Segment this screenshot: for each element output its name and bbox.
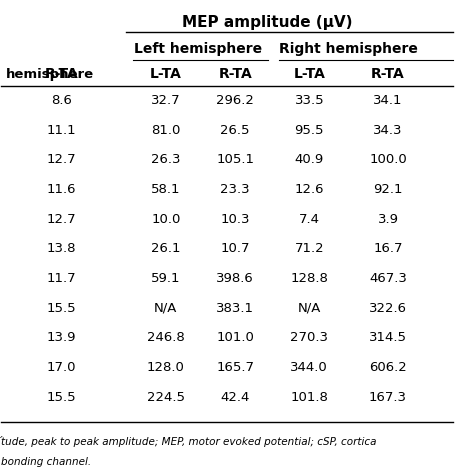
Text: R-TA: R-TA bbox=[371, 67, 405, 82]
Text: 3.9: 3.9 bbox=[378, 213, 399, 226]
Text: 26.5: 26.5 bbox=[220, 124, 250, 137]
Text: 128.0: 128.0 bbox=[147, 361, 185, 374]
Text: hemisphere: hemisphere bbox=[6, 68, 94, 81]
Text: 322.6: 322.6 bbox=[369, 301, 407, 315]
Text: Right hemisphere: Right hemisphere bbox=[279, 43, 418, 56]
Text: 40.9: 40.9 bbox=[295, 153, 324, 166]
Text: 398.6: 398.6 bbox=[216, 272, 254, 285]
Text: L-TA: L-TA bbox=[150, 67, 182, 82]
Text: 8.6: 8.6 bbox=[51, 94, 72, 107]
Text: 296.2: 296.2 bbox=[216, 94, 254, 107]
Text: 71.2: 71.2 bbox=[294, 242, 324, 255]
Text: 101.0: 101.0 bbox=[216, 331, 254, 344]
Text: 246.8: 246.8 bbox=[147, 331, 185, 344]
Text: N/A: N/A bbox=[154, 301, 177, 315]
Text: 16.7: 16.7 bbox=[374, 242, 403, 255]
Text: 165.7: 165.7 bbox=[216, 361, 254, 374]
Text: 314.5: 314.5 bbox=[369, 331, 407, 344]
Text: 13.8: 13.8 bbox=[47, 242, 76, 255]
Text: 34.3: 34.3 bbox=[374, 124, 403, 137]
Text: R-TA: R-TA bbox=[219, 67, 252, 82]
Text: 95.5: 95.5 bbox=[294, 124, 324, 137]
Text: ́tude, peak to peak amplitude; MEP, motor evoked potential; cSP, cortica: ́tude, peak to peak amplitude; MEP, moto… bbox=[1, 437, 377, 447]
Text: 167.3: 167.3 bbox=[369, 391, 407, 404]
Text: 467.3: 467.3 bbox=[369, 272, 407, 285]
Text: MEP amplitude (μV): MEP amplitude (μV) bbox=[182, 15, 353, 30]
Text: 81.0: 81.0 bbox=[151, 124, 181, 137]
Text: 15.5: 15.5 bbox=[47, 301, 76, 315]
Text: 344.0: 344.0 bbox=[291, 361, 328, 374]
Text: 59.1: 59.1 bbox=[151, 272, 181, 285]
Text: 270.3: 270.3 bbox=[291, 331, 328, 344]
Text: 17.0: 17.0 bbox=[47, 361, 76, 374]
Text: 33.5: 33.5 bbox=[294, 94, 324, 107]
Text: 11.1: 11.1 bbox=[47, 124, 76, 137]
Text: 128.8: 128.8 bbox=[291, 272, 328, 285]
Text: 13.9: 13.9 bbox=[47, 331, 76, 344]
Text: 100.0: 100.0 bbox=[369, 153, 407, 166]
Text: 10.7: 10.7 bbox=[220, 242, 250, 255]
Text: bonding channel.: bonding channel. bbox=[1, 457, 91, 467]
Text: 11.7: 11.7 bbox=[47, 272, 76, 285]
Text: 26.3: 26.3 bbox=[151, 153, 181, 166]
Text: 32.7: 32.7 bbox=[151, 94, 181, 107]
Text: 12.6: 12.6 bbox=[294, 183, 324, 196]
Text: 224.5: 224.5 bbox=[147, 391, 185, 404]
Text: 26.1: 26.1 bbox=[151, 242, 181, 255]
Text: N/A: N/A bbox=[298, 301, 321, 315]
Text: 58.1: 58.1 bbox=[151, 183, 181, 196]
Text: 7.4: 7.4 bbox=[299, 213, 320, 226]
Text: 10.3: 10.3 bbox=[220, 213, 250, 226]
Text: 12.7: 12.7 bbox=[47, 213, 76, 226]
Text: L-TA: L-TA bbox=[293, 67, 325, 82]
Text: 23.3: 23.3 bbox=[220, 183, 250, 196]
Text: Left hemisphere: Left hemisphere bbox=[134, 43, 262, 56]
Text: 383.1: 383.1 bbox=[216, 301, 254, 315]
Text: 101.8: 101.8 bbox=[291, 391, 328, 404]
Text: 606.2: 606.2 bbox=[369, 361, 407, 374]
Text: 105.1: 105.1 bbox=[216, 153, 254, 166]
Text: 11.6: 11.6 bbox=[47, 183, 76, 196]
Text: 42.4: 42.4 bbox=[220, 391, 250, 404]
Text: 92.1: 92.1 bbox=[374, 183, 403, 196]
Text: 10.0: 10.0 bbox=[151, 213, 181, 226]
Text: R-TA: R-TA bbox=[45, 67, 79, 82]
Text: 15.5: 15.5 bbox=[47, 391, 76, 404]
Text: 12.7: 12.7 bbox=[47, 153, 76, 166]
Text: 34.1: 34.1 bbox=[374, 94, 403, 107]
